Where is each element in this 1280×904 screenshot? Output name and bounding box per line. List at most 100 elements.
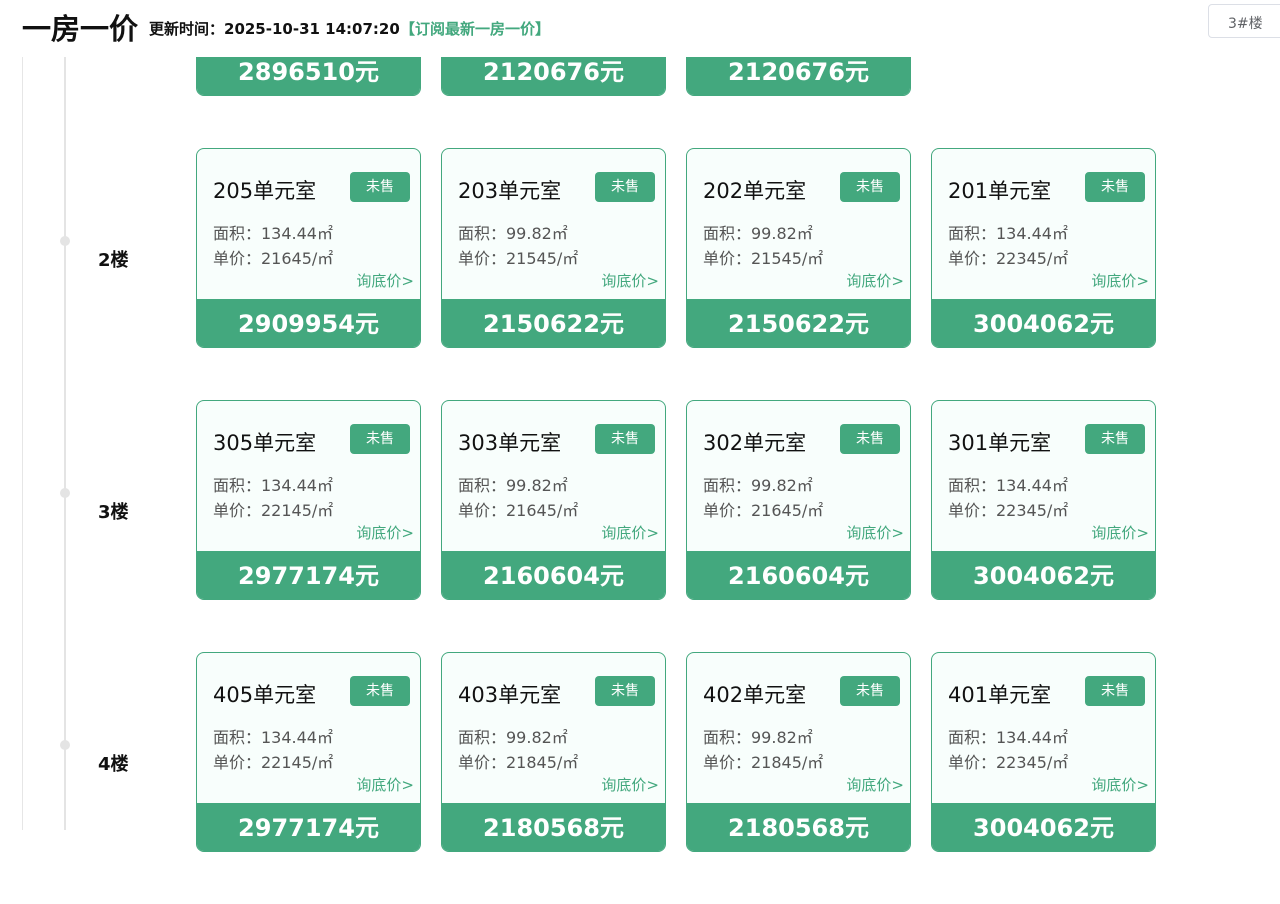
total-price: 2977174元 — [197, 803, 420, 851]
unit-price-text: 单价：22145/㎡ — [213, 501, 334, 520]
timeline-dot — [60, 488, 70, 498]
room-number: 205单元室 — [213, 179, 317, 203]
subscribe-link[interactable]: 【订阅最新一房一价】 — [400, 20, 551, 38]
timeline-line — [64, 57, 66, 830]
unit-card[interactable]: 405单元室 未售 面积：134.44㎡ 单价：22145/㎡ 询底价> 2977… — [196, 652, 421, 852]
room-number: 202单元室 — [703, 179, 807, 203]
ask-price-link[interactable]: 询底价> — [1091, 272, 1149, 290]
total-price: 2160604元 — [687, 551, 910, 599]
area-text: 面积：134.44㎡ — [948, 224, 1068, 243]
total-price: 2909954元 — [197, 299, 420, 347]
total-price: 2150622元 — [687, 299, 910, 347]
ask-price-link[interactable]: 询底价> — [846, 524, 904, 542]
room-number: 403单元室 — [458, 683, 562, 707]
room-number: 301单元室 — [948, 431, 1052, 455]
total-price: 3004062元 — [932, 299, 1155, 347]
ask-price-link[interactable]: 询底价> — [601, 272, 659, 290]
ask-price-link[interactable]: 询底价> — [601, 524, 659, 542]
unit-card[interactable]: 401单元室 未售 面积：134.44㎡ 单价：22345/㎡ 询底价> 3004… — [931, 652, 1156, 852]
status-badge: 未售 — [350, 424, 410, 454]
unit-card[interactable]: 402单元室 未售 面积：99.82㎡ 单价：21845/㎡ 询底价> 21805… — [686, 652, 911, 852]
timeline-dot — [60, 740, 70, 750]
total-price: 2180568元 — [687, 803, 910, 851]
unit-price-text: 单价：21545/㎡ — [458, 249, 579, 268]
floor-label: 2楼 — [98, 250, 129, 271]
floor-label: 3楼 — [98, 502, 129, 523]
unit-card[interactable]: 301单元室 未售 面积：134.44㎡ 单价：22345/㎡ 询底价> 3004… — [931, 400, 1156, 600]
ask-price-link[interactable]: 询底价> — [1091, 524, 1149, 542]
ask-price-link[interactable]: 询底价> — [356, 272, 414, 290]
floor-label: 4楼 — [98, 754, 129, 775]
room-number: 203单元室 — [458, 179, 562, 203]
unit-price-text: 单价：22345/㎡ — [948, 249, 1069, 268]
area-text: 面积：99.82㎡ — [458, 728, 568, 747]
area-text: 面积：99.82㎡ — [703, 476, 813, 495]
unit-price-text: 单价：22345/㎡ — [948, 501, 1069, 520]
room-number: 305单元室 — [213, 431, 317, 455]
unit-price-text: 单价：21645/㎡ — [458, 501, 579, 520]
page-title: 一房一价 — [22, 12, 139, 46]
unit-card[interactable]: 303单元室 未售 面积：99.82㎡ 单价：21645/㎡ 询底价> 21606… — [441, 400, 666, 600]
area-text: 面积：99.82㎡ — [703, 728, 813, 747]
total-price: 2150622元 — [442, 299, 665, 347]
unit-price-text: 单价：21645/㎡ — [703, 501, 824, 520]
room-number: 201单元室 — [948, 179, 1052, 203]
unit-card[interactable]: 305单元室 未售 面积：134.44㎡ 单价：22145/㎡ 询底价> 2977… — [196, 400, 421, 600]
status-badge: 未售 — [1085, 676, 1145, 706]
status-badge: 未售 — [1085, 172, 1145, 202]
floor-row: 2楼 205单元室 未售 面积：134.44㎡ 单价：21645/㎡ 询底价> 29… — [0, 148, 1280, 400]
unit-price-text: 单价：21845/㎡ — [703, 753, 824, 772]
area-text: 面积：99.82㎡ — [703, 224, 813, 243]
room-number: 405单元室 — [213, 683, 317, 707]
area-text: 面积：134.44㎡ — [948, 476, 1068, 495]
total-price: 2160604元 — [442, 551, 665, 599]
ask-price-link[interactable]: 询底价> — [356, 524, 414, 542]
unit-card[interactable]: 302单元室 未售 面积：99.82㎡ 单价：21645/㎡ 询底价> 21606… — [686, 400, 911, 600]
ask-price-link[interactable]: 询底价> — [601, 776, 659, 794]
update-time: 更新时间：2025-10-31 14:07:20 — [149, 20, 400, 38]
ask-price-link[interactable]: 询底价> — [1091, 776, 1149, 794]
status-badge: 未售 — [595, 424, 655, 454]
unit-card[interactable]: 205单元室 未售 面积：134.44㎡ 单价：21645/㎡ 询底价> 2909… — [196, 148, 421, 348]
unit-card[interactable]: 203单元室 未售 面积：99.82㎡ 单价：21545/㎡ 询底价> 21506… — [441, 148, 666, 348]
unit-card[interactable]: 202单元室 未售 面积：99.82㎡ 单价：21545/㎡ 询底价> 21506… — [686, 148, 911, 348]
status-badge: 未售 — [595, 676, 655, 706]
total-price: 3004062元 — [932, 803, 1155, 851]
unit-price-text: 单价：22345/㎡ — [948, 753, 1069, 772]
unit-price-text: 单价：21545/㎡ — [703, 249, 824, 268]
status-badge: 未售 — [350, 172, 410, 202]
status-badge: 未售 — [840, 172, 900, 202]
ask-price-link[interactable]: 询底价> — [356, 776, 414, 794]
area-text: 面积：134.44㎡ — [213, 476, 333, 495]
unit-price-text: 单价：21645/㎡ — [213, 249, 334, 268]
room-number: 402单元室 — [703, 683, 807, 707]
total-price: 2180568元 — [442, 803, 665, 851]
floor-row: 3楼 305单元室 未售 面积：134.44㎡ 单价：22145/㎡ 询底价> 29… — [0, 400, 1280, 652]
area-text: 面积：134.44㎡ — [213, 728, 333, 747]
area-text: 面积：134.44㎡ — [948, 728, 1068, 747]
status-badge: 未售 — [840, 676, 900, 706]
area-text: 面积：99.82㎡ — [458, 476, 568, 495]
floor-row: 4楼 405单元室 未售 面积：134.44㎡ 单价：22145/㎡ 询底价> 29… — [0, 652, 1280, 904]
ask-price-link[interactable]: 询底价> — [846, 272, 904, 290]
total-price: 2977174元 — [197, 551, 420, 599]
timeline-dot — [60, 236, 70, 246]
divider — [22, 57, 23, 830]
unit-price-text: 单价：21845/㎡ — [458, 753, 579, 772]
status-badge: 未售 — [350, 676, 410, 706]
building-select[interactable]: 3#楼 — [1208, 4, 1280, 38]
unit-price-text: 单价：22145/㎡ — [213, 753, 334, 772]
room-number: 302单元室 — [703, 431, 807, 455]
page-header: 一房一价 更新时间：2025-10-31 14:07:20 【订阅最新一房一价】… — [0, 0, 1280, 57]
room-number: 303单元室 — [458, 431, 562, 455]
area-text: 面积：134.44㎡ — [213, 224, 333, 243]
ask-price-link[interactable]: 询底价> — [846, 776, 904, 794]
room-number: 401单元室 — [948, 683, 1052, 707]
area-text: 面积：99.82㎡ — [458, 224, 568, 243]
status-badge: 未售 — [1085, 424, 1145, 454]
unit-card[interactable]: 403单元室 未售 面积：99.82㎡ 单价：21845/㎡ 询底价> 21805… — [441, 652, 666, 852]
unit-card[interactable]: 201单元室 未售 面积：134.44㎡ 单价：22345/㎡ 询底价> 3004… — [931, 148, 1156, 348]
status-badge: 未售 — [840, 424, 900, 454]
total-price: 3004062元 — [932, 551, 1155, 599]
